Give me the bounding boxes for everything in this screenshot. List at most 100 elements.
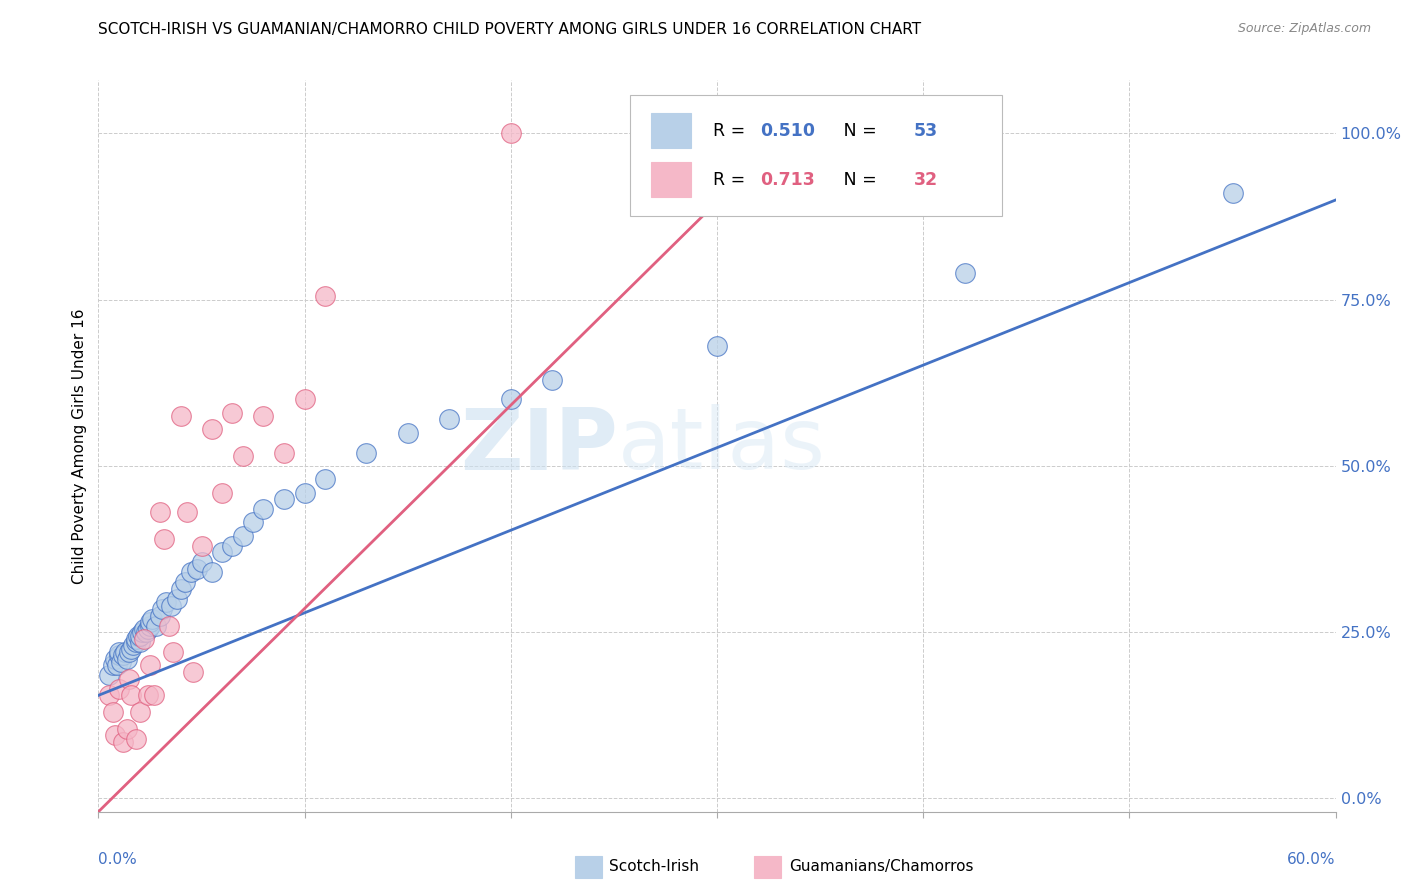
Point xyxy=(124,635,146,649)
Text: R =: R = xyxy=(713,121,751,140)
Bar xyxy=(651,113,692,148)
Point xyxy=(131,625,153,640)
Text: 0.713: 0.713 xyxy=(761,170,815,189)
Text: ZIP: ZIP xyxy=(460,404,619,488)
Point xyxy=(101,658,124,673)
Point xyxy=(159,599,181,613)
Point xyxy=(110,655,132,669)
Point xyxy=(273,445,295,459)
Point xyxy=(124,731,146,746)
Point xyxy=(314,472,336,486)
Point xyxy=(120,641,142,656)
Point xyxy=(132,632,155,646)
Point xyxy=(221,406,243,420)
Point xyxy=(122,639,145,653)
Point xyxy=(232,529,254,543)
Text: R =: R = xyxy=(713,170,751,189)
Text: Guamanians/Chamorros: Guamanians/Chamorros xyxy=(789,859,973,874)
Point xyxy=(118,672,141,686)
Point xyxy=(104,728,127,742)
Text: 60.0%: 60.0% xyxy=(1288,852,1336,867)
Point xyxy=(211,485,233,500)
Point xyxy=(252,502,274,516)
Point xyxy=(242,516,264,530)
Point xyxy=(190,555,212,569)
Point xyxy=(1222,186,1244,201)
Point xyxy=(139,615,162,630)
Point xyxy=(132,622,155,636)
Text: N =: N = xyxy=(827,170,883,189)
Point xyxy=(108,645,131,659)
Point xyxy=(117,652,139,666)
Point xyxy=(124,632,146,646)
Point xyxy=(128,705,150,719)
Point xyxy=(211,545,233,559)
Y-axis label: Child Poverty Among Girls Under 16: Child Poverty Among Girls Under 16 xyxy=(72,309,87,583)
Point xyxy=(136,689,159,703)
Point xyxy=(176,506,198,520)
Point xyxy=(117,722,139,736)
Point xyxy=(139,658,162,673)
Text: 32: 32 xyxy=(914,170,938,189)
Point xyxy=(706,339,728,353)
Point xyxy=(136,622,159,636)
Point xyxy=(141,612,163,626)
Point xyxy=(97,668,120,682)
Point xyxy=(101,705,124,719)
Point xyxy=(105,658,128,673)
Text: 0.510: 0.510 xyxy=(761,121,815,140)
Text: Source: ZipAtlas.com: Source: ZipAtlas.com xyxy=(1237,22,1371,36)
Point xyxy=(273,492,295,507)
Point xyxy=(112,735,135,749)
Point xyxy=(128,628,150,642)
Point xyxy=(118,645,141,659)
Point xyxy=(314,289,336,303)
Bar xyxy=(575,855,602,878)
Bar xyxy=(754,855,782,878)
Point xyxy=(747,127,769,141)
Point xyxy=(294,485,316,500)
Point xyxy=(127,628,149,642)
Point xyxy=(181,665,204,679)
Point xyxy=(128,635,150,649)
Point xyxy=(252,409,274,423)
FancyBboxPatch shape xyxy=(630,95,1001,216)
Point xyxy=(201,566,224,580)
Text: 0.0%: 0.0% xyxy=(98,852,138,867)
Point xyxy=(104,652,127,666)
Bar xyxy=(651,162,692,197)
Point xyxy=(170,409,193,423)
Point xyxy=(180,566,202,580)
Point xyxy=(139,618,162,632)
Point xyxy=(143,689,166,703)
Point xyxy=(201,422,224,436)
Point xyxy=(232,449,254,463)
Point xyxy=(162,645,184,659)
Point xyxy=(112,648,135,663)
Point xyxy=(294,392,316,407)
Point xyxy=(120,689,142,703)
Point xyxy=(437,412,460,426)
Point xyxy=(190,539,212,553)
Point xyxy=(499,127,522,141)
Point xyxy=(149,608,172,623)
Point xyxy=(170,582,193,596)
Point xyxy=(186,562,208,576)
Text: SCOTCH-IRISH VS GUAMANIAN/CHAMORRO CHILD POVERTY AMONG GIRLS UNDER 16 CORRELATIO: SCOTCH-IRISH VS GUAMANIAN/CHAMORRO CHILD… xyxy=(98,22,921,37)
Point xyxy=(174,575,197,590)
Point xyxy=(166,591,188,606)
Text: N =: N = xyxy=(827,121,883,140)
Point xyxy=(108,681,131,696)
Point xyxy=(135,625,157,640)
Point xyxy=(221,539,243,553)
Point xyxy=(153,532,176,546)
Point xyxy=(953,266,976,280)
Point xyxy=(108,648,131,663)
Point xyxy=(499,392,522,407)
Point xyxy=(149,506,172,520)
Point xyxy=(541,372,564,386)
Point xyxy=(155,595,177,609)
Text: 53: 53 xyxy=(914,121,938,140)
Point xyxy=(356,445,378,459)
Text: atlas: atlas xyxy=(619,404,827,488)
